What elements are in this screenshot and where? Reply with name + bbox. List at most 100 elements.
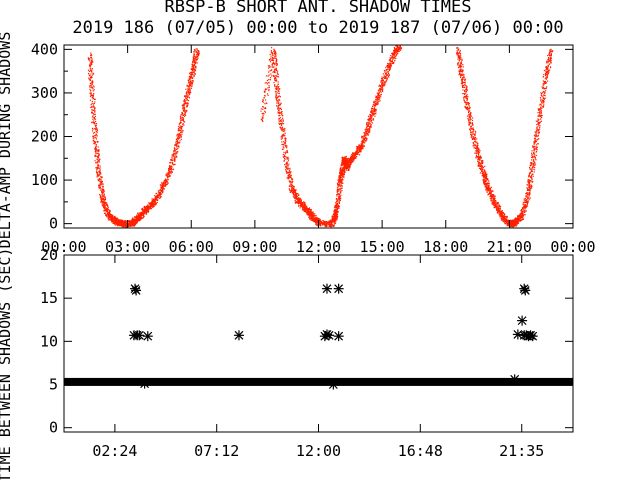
data-point [366,124,368,126]
data-point [341,162,343,164]
data-point [343,168,345,170]
data-point [383,83,385,85]
data-point [152,206,154,208]
data-point [296,195,298,197]
data-point [385,75,387,77]
data-point [93,139,95,141]
data-point [320,220,323,222]
data-point [356,151,358,153]
data-point [155,202,157,204]
data-point [283,135,285,137]
data-point [91,96,93,99]
data-point [343,172,345,174]
data-point [396,50,398,52]
data-point [196,58,198,60]
data-point [137,212,139,214]
data-point [352,159,354,161]
data-point [299,201,301,203]
data-point [166,180,168,182]
data-point [270,56,272,58]
data-point [153,204,155,207]
data-point [277,112,279,114]
data-point [121,225,123,227]
data-point [336,219,338,221]
data-point [265,88,267,90]
data-point [151,205,153,207]
data-point [337,205,339,207]
data-point [143,208,145,210]
data-point [182,117,184,119]
data-point [373,100,375,102]
data-point [195,50,197,52]
data-point [464,86,466,88]
data-point [164,185,167,187]
data-point [286,145,288,147]
data-point [176,144,178,146]
data-point [284,164,286,166]
data-point [271,54,273,56]
data-point [272,75,274,77]
data-point [98,180,100,182]
data-point [399,45,401,47]
data-point [171,165,173,167]
data-point [94,143,96,145]
data-point [164,182,166,184]
data-point [145,208,147,210]
data-point [280,108,282,111]
data-point [474,143,476,145]
data-point [386,79,388,81]
data-point [309,215,311,217]
data-point [291,191,293,193]
data-point [460,61,462,63]
data-point [346,168,348,170]
data-point [360,147,362,149]
data-point [337,184,339,186]
data-point [175,156,177,158]
data-point [295,193,297,195]
data-point [371,111,373,113]
data-point [285,168,287,170]
data-point [391,56,393,58]
data-point [347,166,349,168]
data-point [268,85,270,87]
data-point [89,95,92,97]
data-point [94,113,96,115]
data-point [102,204,104,206]
data-point [295,189,297,191]
data-point [463,98,465,100]
data-point [279,104,281,106]
data-point [191,69,194,71]
data-point [389,63,391,65]
data-point [175,154,177,156]
data-point [319,221,321,223]
data-point [479,157,481,159]
data-point [93,120,95,122]
data-point [300,201,302,203]
data-point [473,136,475,138]
data-point [478,156,480,158]
data-point [188,94,190,96]
data-point [286,172,288,174]
data-point [142,213,144,216]
data-point [279,126,281,129]
data-point [96,171,98,174]
data-point [187,95,189,97]
data-point [93,117,95,120]
data-point [261,100,264,102]
data-point [162,183,165,185]
data-point [362,146,364,148]
data-point [312,212,314,214]
data-point [166,176,169,178]
data-point [98,187,100,189]
data-point [493,205,495,207]
data-point [393,52,395,55]
data-point [111,216,113,218]
data-point [278,111,280,113]
data-point [314,220,316,222]
data-point [476,150,479,152]
data-point [336,212,338,214]
data-point [332,218,335,220]
data-point [177,147,179,149]
data-point [316,219,319,221]
data-point [167,182,169,184]
